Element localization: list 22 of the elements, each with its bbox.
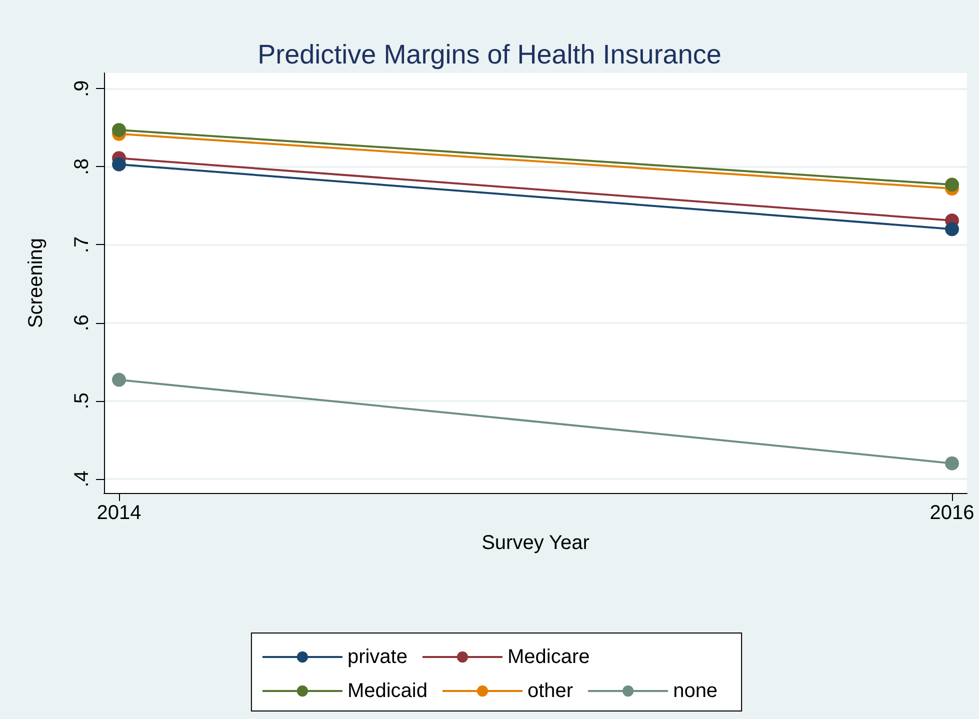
- point: [945, 222, 960, 236]
- point: [945, 456, 960, 470]
- x-tick-label: 2014: [96, 502, 142, 524]
- x-axis-title: Survey Year: [482, 532, 590, 554]
- legend-label: private: [347, 646, 408, 668]
- legend-label: Medicare: [507, 646, 590, 668]
- legend-label: Medicaid: [347, 680, 428, 702]
- y-tick-label: .8: [71, 158, 93, 176]
- chart-title: Predictive Margins of Health Insurance: [258, 40, 722, 70]
- legend-label: other: [527, 680, 574, 702]
- point: [112, 372, 126, 387]
- legend-label: none: [673, 680, 718, 702]
- point: [945, 178, 960, 192]
- point: [112, 157, 126, 172]
- y-tick-label: .5: [71, 392, 93, 410]
- y-tick-label: .6: [71, 314, 93, 332]
- point: [112, 122, 126, 137]
- y-tick-label: .7: [71, 236, 93, 254]
- x-tick-label: 2016: [930, 502, 974, 524]
- y-tick-label: .4: [71, 470, 93, 488]
- y-axis-title: Screening: [25, 238, 47, 328]
- y-tick-label: .9: [71, 80, 93, 97]
